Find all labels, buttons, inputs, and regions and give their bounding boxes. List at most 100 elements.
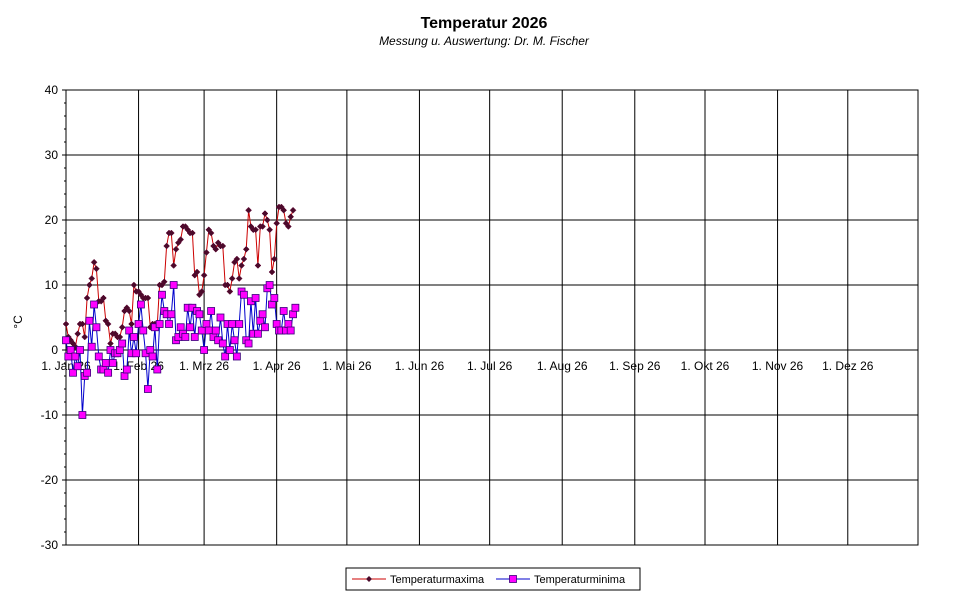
data-point-max	[252, 226, 259, 234]
data-point-min	[261, 323, 269, 332]
data-point-min	[256, 316, 265, 325]
data-point-max	[160, 278, 168, 286]
data-point-max	[245, 206, 252, 214]
legend-box	[345, 567, 641, 591]
data-point-max	[285, 223, 292, 230]
data-point-min	[85, 316, 94, 325]
data-point-max	[233, 255, 241, 263]
data-point-min	[155, 320, 164, 328]
data-point-min	[132, 349, 141, 358]
data-point-max	[263, 216, 271, 224]
data-point-min	[228, 320, 237, 328]
data-point-max	[86, 281, 93, 289]
data-point-min	[225, 346, 234, 354]
data-point-min	[120, 372, 129, 380]
x-tick-label: 1. Dez 26	[822, 359, 874, 373]
data-point-min	[235, 320, 244, 328]
data-point-max	[130, 281, 138, 289]
data-point-min	[153, 365, 162, 374]
data-point-min	[66, 346, 75, 354]
data-point-min	[176, 323, 185, 332]
data-point-min	[289, 310, 297, 319]
data-point-min	[258, 310, 267, 319]
data-point-min	[118, 339, 127, 348]
x-tick-label: 1. Jun 26	[395, 359, 445, 373]
data-point-max	[163, 242, 171, 250]
data-point-min	[144, 385, 152, 393]
data-point-max	[170, 262, 178, 269]
chart-title: Temperatur 2026	[421, 15, 548, 32]
data-point-max	[280, 206, 288, 214]
data-point-max	[270, 255, 278, 263]
data-point-min	[76, 346, 84, 354]
data-point-max	[90, 258, 98, 266]
data-point-min	[230, 336, 239, 345]
data-point-min	[291, 303, 300, 312]
data-point-min	[92, 323, 101, 332]
data-point-min	[129, 333, 138, 341]
data-point-min	[265, 281, 274, 289]
data-point-min	[148, 352, 157, 361]
data-point-min	[90, 300, 98, 309]
data-point-min	[207, 307, 216, 315]
data-point-max	[88, 275, 96, 282]
data-point-min	[279, 307, 288, 315]
data-point-max	[266, 226, 273, 234]
data-point-min	[286, 326, 295, 335]
plot-area	[65, 89, 919, 546]
data-point-min	[254, 329, 262, 338]
data-point-max	[74, 330, 82, 338]
data-point-max	[107, 340, 114, 347]
y-axis-label: °C	[11, 315, 25, 329]
data-point-max	[81, 333, 89, 341]
data-point-max	[212, 245, 220, 253]
data-point-min	[78, 411, 87, 419]
data-point-min	[69, 368, 77, 377]
data-point-min	[197, 326, 206, 335]
data-point-min	[167, 310, 176, 319]
chart-subtitle: Messung u. Auswertung: Dr. M. Fischer	[379, 34, 590, 48]
data-point-min	[134, 320, 143, 328]
y-tick-label: 10	[45, 278, 59, 292]
data-point-min	[195, 310, 204, 319]
data-point-max	[259, 223, 266, 230]
data-point-max	[238, 262, 245, 269]
data-point-max	[224, 281, 231, 289]
grid-lines	[65, 89, 918, 546]
data-point-max	[287, 213, 295, 221]
data-point-min	[221, 352, 230, 361]
data-point-min	[251, 294, 260, 302]
data-point-min	[104, 368, 113, 377]
data-point-max	[219, 242, 227, 250]
data-point-min	[122, 365, 131, 374]
data-point-min	[125, 326, 134, 335]
data-point-max	[240, 255, 248, 263]
data-point-max	[228, 275, 236, 282]
data-point-min	[158, 290, 166, 299]
series-2	[62, 281, 300, 419]
data-point-max	[100, 294, 107, 302]
data-point-max	[167, 229, 175, 237]
x-tick-label: 1. Nov 26	[752, 359, 804, 373]
data-point-max	[198, 288, 206, 295]
data-point-max	[83, 294, 91, 302]
data-point-max	[226, 288, 234, 295]
data-point-max	[62, 320, 70, 328]
data-point-max	[193, 268, 201, 276]
data-point-max	[79, 320, 86, 328]
series-layer	[62, 203, 300, 419]
legend-marker-max	[366, 576, 372, 582]
data-point-min	[232, 352, 241, 361]
data-point-min	[71, 352, 80, 361]
data-point-max	[273, 219, 281, 227]
data-point-min	[200, 346, 208, 354]
data-point-max	[203, 249, 210, 256]
x-tick-label: 1. Aug 26	[537, 359, 588, 373]
data-point-min	[284, 320, 293, 328]
x-tick-label: 1. Sep 26	[609, 359, 661, 373]
y-tick-label: 20	[45, 213, 59, 227]
y-tick-label: 30	[45, 148, 59, 162]
y-tick-label: -30	[41, 538, 59, 552]
data-point-min	[268, 300, 276, 309]
